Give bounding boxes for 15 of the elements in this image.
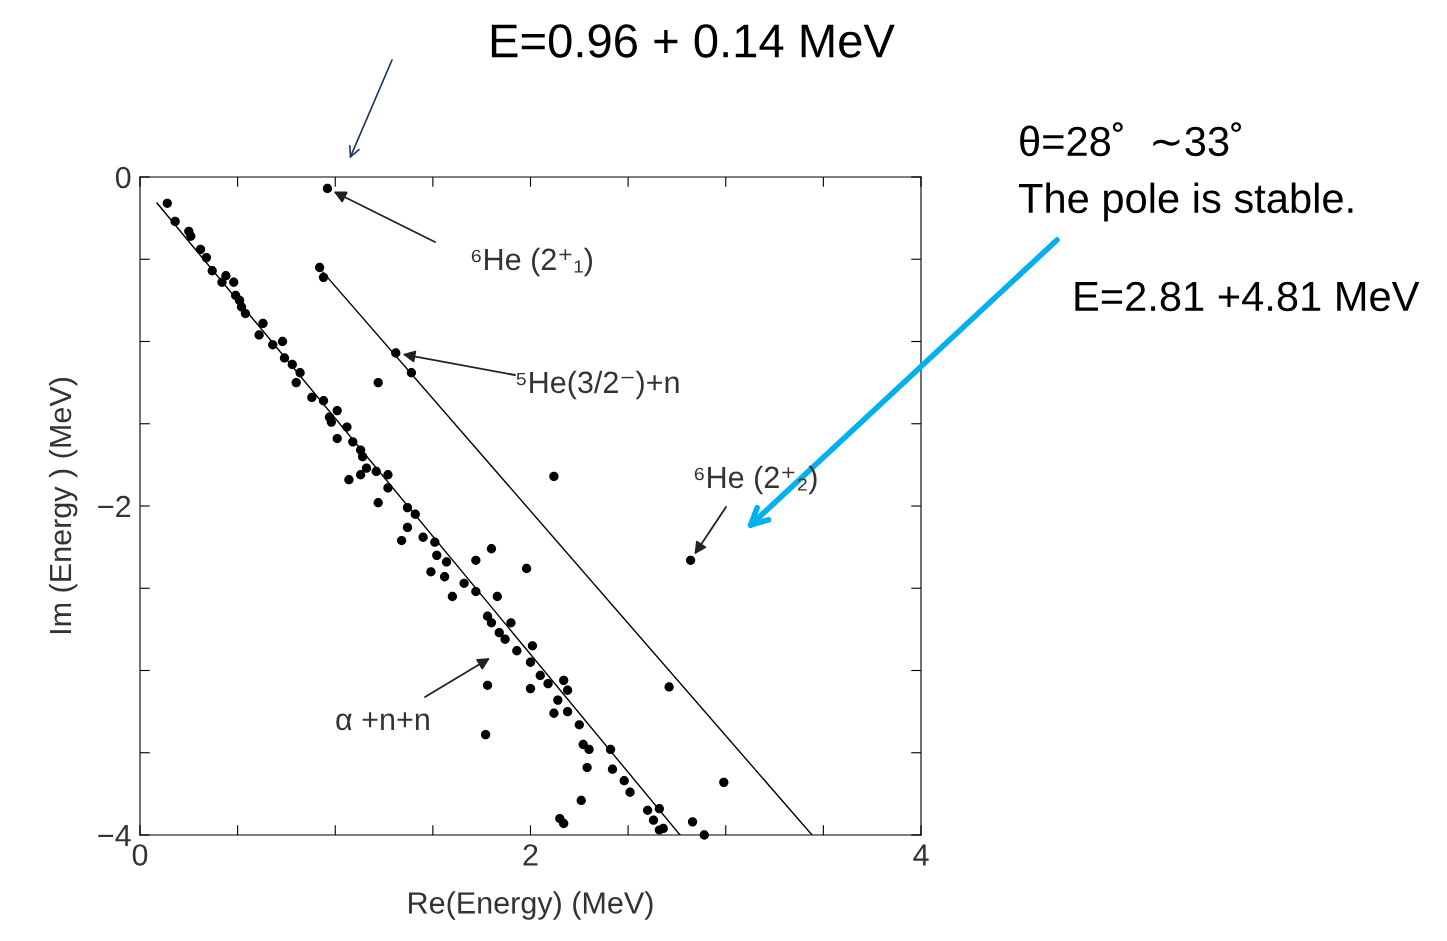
y-tick-label: −4 (98, 825, 131, 847)
x-tick-label: 4 (913, 844, 929, 866)
annotation: ⁶He (2⁺₁) (471, 247, 593, 277)
x-axis-title: Re(Energy) (MeV) (409, 891, 653, 920)
text: θ=28˚ ∼33˚ (1020, 122, 1242, 157)
x-tick-label: 0 (132, 844, 148, 866)
text: E=0.96 + 0.14 MeV (491, 24, 895, 58)
y-tick-label: 0 (115, 166, 131, 189)
x-tick-label: 2 (523, 844, 538, 866)
y-axis-title: Im (Energy ) (MeV) (48, 378, 78, 634)
text: The pole is stable. (1018, 182, 1353, 222)
annotation: α +n+n (336, 712, 429, 731)
annotation: ⁵He(3/2⁻)+n (516, 370, 679, 400)
y-tick-label: −2 (98, 495, 131, 518)
text: E=2.81 +4.81 MeV (1075, 281, 1420, 312)
